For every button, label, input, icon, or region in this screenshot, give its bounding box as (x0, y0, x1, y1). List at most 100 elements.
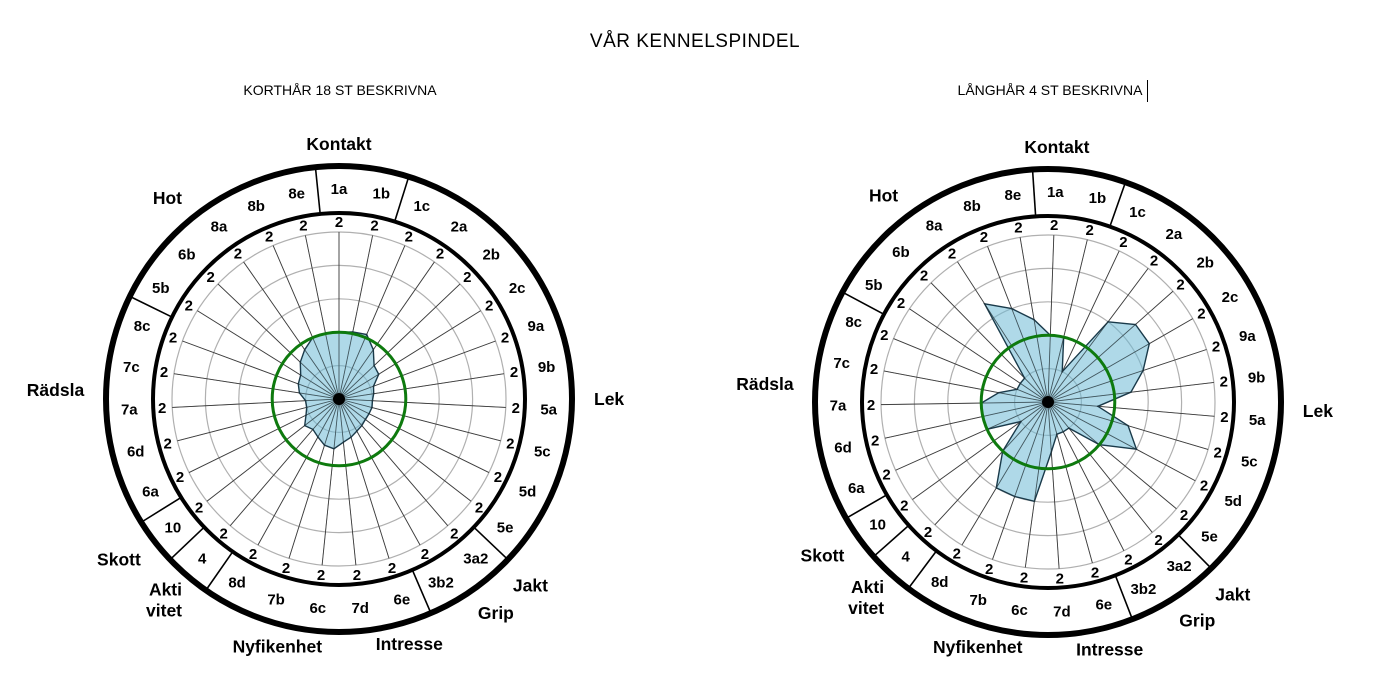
level-label: 2 (882, 466, 890, 483)
spoke-line-overlay (883, 370, 1049, 403)
spoke-line-overlay (206, 398, 340, 502)
code-label: 7b (267, 591, 285, 608)
level-label: 2 (1180, 507, 1188, 524)
group-separator (473, 526, 509, 561)
group-label: Jakt (1215, 585, 1250, 605)
level-label: 2 (506, 435, 514, 452)
spoke-line-overlay (881, 401, 1049, 406)
code-label: 5b (865, 277, 883, 294)
code-label: 1c (1129, 204, 1146, 221)
group-separator (411, 569, 432, 614)
code-label: 6d (834, 440, 852, 457)
code-label: 7d (1053, 604, 1071, 621)
level-label: 2 (317, 567, 325, 584)
spoke-line-overlay (172, 398, 340, 408)
level-label: 2 (980, 229, 988, 246)
level-label: 2 (867, 397, 875, 414)
level-label: 2 (494, 469, 502, 486)
spoke-line-overlay (229, 398, 340, 526)
spoke-line-overlay (1047, 401, 1093, 564)
spoke-line-overlay (338, 245, 406, 400)
level-label: 2 (220, 525, 228, 542)
level-label: 2 (353, 567, 361, 584)
reference-circle (270, 330, 408, 468)
code-label: 8d (931, 574, 949, 591)
spoke-line-overlay (338, 398, 472, 502)
code-label: 5d (519, 484, 537, 501)
outer-ring (103, 163, 575, 635)
code-label: 6e (1095, 596, 1112, 613)
reference-circle (979, 333, 1117, 471)
code-label: 9b (1248, 370, 1266, 387)
spoke-line-overlay (177, 398, 340, 442)
spoke-line-overlay (338, 398, 390, 559)
spoke-line-overlay (338, 398, 501, 442)
code-label: 10 (869, 517, 886, 534)
code-label: 5c (1241, 454, 1258, 471)
code-label: 5e (1201, 528, 1218, 545)
code-label: 5a (1249, 412, 1266, 429)
level-label: 2 (510, 364, 518, 381)
grid-circle (913, 267, 1183, 537)
spoke-line-overlay (1047, 239, 1088, 403)
page-title: VÅR KENNELSPINDEL (589, 31, 801, 52)
code-label: 2a (451, 219, 468, 236)
spoke-line-overlay (1047, 290, 1174, 403)
spoke-line-overlay (1047, 401, 1125, 551)
spoke-line-overlay (338, 373, 505, 400)
code-label: 3b2 (428, 575, 454, 592)
level-label: 2 (164, 435, 172, 452)
group-label: Jakt (513, 576, 548, 596)
spoke-line-overlay (934, 401, 1049, 526)
spoke-line-overlay (1047, 349, 1207, 403)
spoke-line-overlay (1047, 250, 1120, 403)
level-label: 2 (1150, 252, 1158, 269)
spoke-line-overlay (1047, 401, 1153, 533)
code-label: 8d (228, 575, 246, 592)
group-separator (129, 295, 173, 318)
level-label: 2 (900, 497, 908, 514)
spoke-line-overlay (338, 398, 506, 408)
code-label: 2c (1222, 289, 1239, 306)
code-label: 2b (1196, 255, 1214, 272)
spoke-line-overlay (987, 246, 1049, 403)
level-label: 2 (1200, 477, 1208, 494)
group-label: Grip (478, 603, 514, 623)
group-separator (393, 176, 410, 222)
code-label: 7b (969, 592, 987, 609)
group-label: Nyfikenhet (933, 637, 1023, 657)
spoke-line-overlay (1019, 237, 1049, 403)
code-label: 5c (534, 444, 551, 461)
group-label: Intresse (1076, 639, 1143, 659)
group-label: Intresse (376, 634, 443, 654)
level-label: 2 (195, 499, 203, 516)
code-label: 5a (540, 402, 557, 419)
spoke-line-overlay (288, 398, 340, 559)
code-label: 4 (198, 550, 207, 567)
code-label: 7d (351, 600, 369, 617)
spoke-line-overlay (338, 283, 461, 400)
code-label: 10 (165, 520, 182, 537)
level-label: 2 (1176, 277, 1184, 294)
spoke-line-overlay (1047, 401, 1209, 450)
level-label: 2 (169, 330, 177, 347)
spoke-line-overlay (182, 340, 340, 400)
code-label: 2c (509, 280, 526, 297)
group-label: Hot (869, 186, 898, 206)
code-label: 1c (413, 198, 430, 215)
spoke-line-overlay (992, 401, 1049, 560)
group-separator (205, 551, 234, 591)
code-label: 1a (1047, 184, 1064, 201)
spoke-line-overlay (909, 308, 1049, 403)
group-separator (842, 291, 885, 316)
spoke-line-overlay (304, 235, 340, 400)
level-label: 2 (1212, 338, 1220, 355)
code-label: 6a (848, 480, 865, 497)
data-polygon (297, 331, 380, 450)
spoke-line-overlay (173, 373, 340, 400)
level-label: 2 (1020, 569, 1028, 586)
spoke-line-overlay (243, 261, 340, 400)
spoke-line-overlay (957, 261, 1049, 403)
